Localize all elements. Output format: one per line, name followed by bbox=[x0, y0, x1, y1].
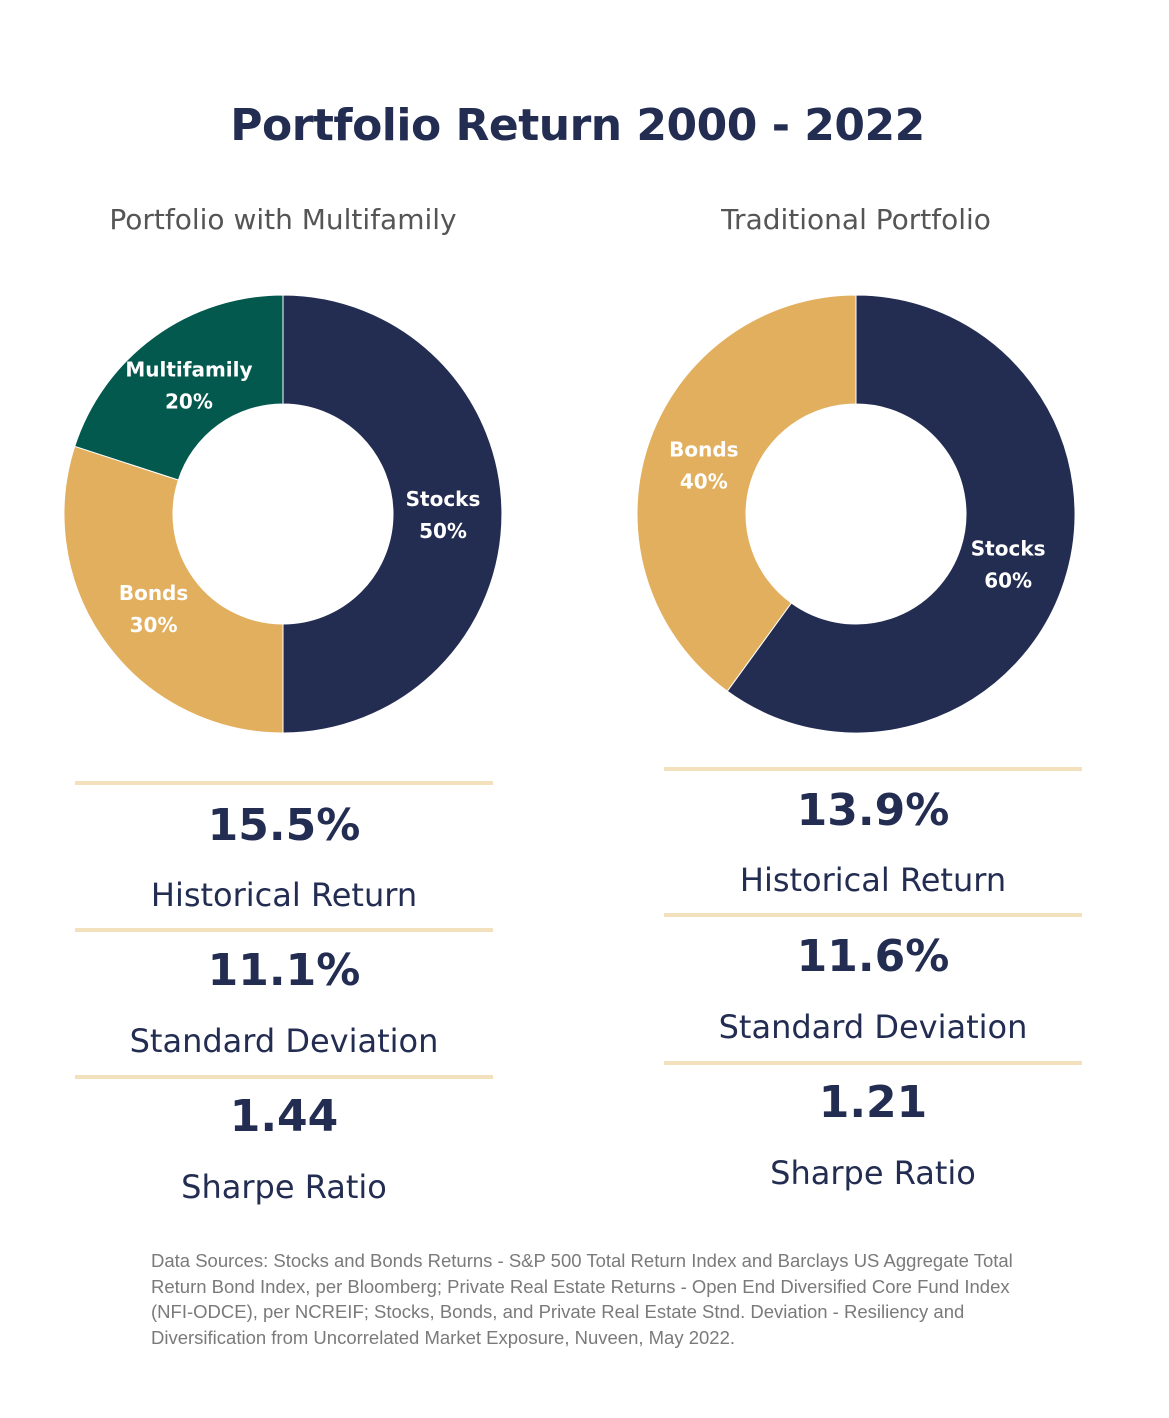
slice-category-label: Multifamily bbox=[125, 358, 252, 382]
right-std-dev-label: Standard Deviation bbox=[718, 1008, 1028, 1046]
slice-category-label: Stocks bbox=[971, 536, 1046, 560]
left-sharpe-label: Sharpe Ratio bbox=[181, 1168, 387, 1206]
right-historical-return-label: Historical Return bbox=[739, 861, 1007, 899]
left-chart-subtitle: Portfolio with Multifamily bbox=[109, 203, 457, 236]
left-sharpe-value: 1.44 bbox=[229, 1091, 339, 1142]
slice-stocks bbox=[282, 294, 503, 734]
right-chart-subtitle: Traditional Portfolio bbox=[721, 203, 991, 236]
slice-value-label: 30% bbox=[130, 613, 178, 637]
left-historical-return-value: 15.5% bbox=[207, 800, 361, 851]
right-std-dev-value: 11.6% bbox=[796, 931, 950, 982]
donut-charts: Stocks 50% Bonds 30% Multifamily 20% Stocks 60%… bbox=[63, 294, 1076, 734]
slice-multifamily bbox=[74, 294, 284, 481]
slice-stocks bbox=[726, 294, 1076, 734]
right-historical-return-value: 13.9% bbox=[796, 785, 950, 836]
left-std-dev-label: Standard Deviation bbox=[129, 1022, 439, 1060]
left-historical-return-label: Historical Return bbox=[150, 876, 418, 914]
divider bbox=[664, 767, 1082, 771]
slice-bonds bbox=[636, 294, 857, 692]
slice-value-label: 40% bbox=[680, 470, 728, 494]
chart-title: Portfolio Return 2000 - 2022 bbox=[230, 100, 925, 151]
left-std-dev-value: 11.1% bbox=[207, 945, 361, 996]
slice-value-label: 60% bbox=[984, 568, 1032, 592]
right-sharpe-value: 1.21 bbox=[818, 1077, 928, 1128]
divider bbox=[75, 1075, 493, 1079]
slice-category-label: Bonds bbox=[119, 581, 188, 605]
divider bbox=[664, 1061, 1082, 1065]
right-sharpe-label: Sharpe Ratio bbox=[770, 1154, 976, 1192]
divider bbox=[75, 928, 493, 932]
slice-bonds bbox=[63, 445, 284, 734]
divider bbox=[664, 913, 1082, 917]
footnote: Data Sources: Stocks and Bonds Returns -… bbox=[151, 1250, 1013, 1348]
slice-value-label: 50% bbox=[419, 519, 467, 543]
slice-value-label: 20% bbox=[165, 390, 213, 414]
divider bbox=[75, 781, 493, 785]
slice-category-label: Stocks bbox=[406, 487, 481, 511]
slice-category-label: Bonds bbox=[669, 438, 738, 462]
